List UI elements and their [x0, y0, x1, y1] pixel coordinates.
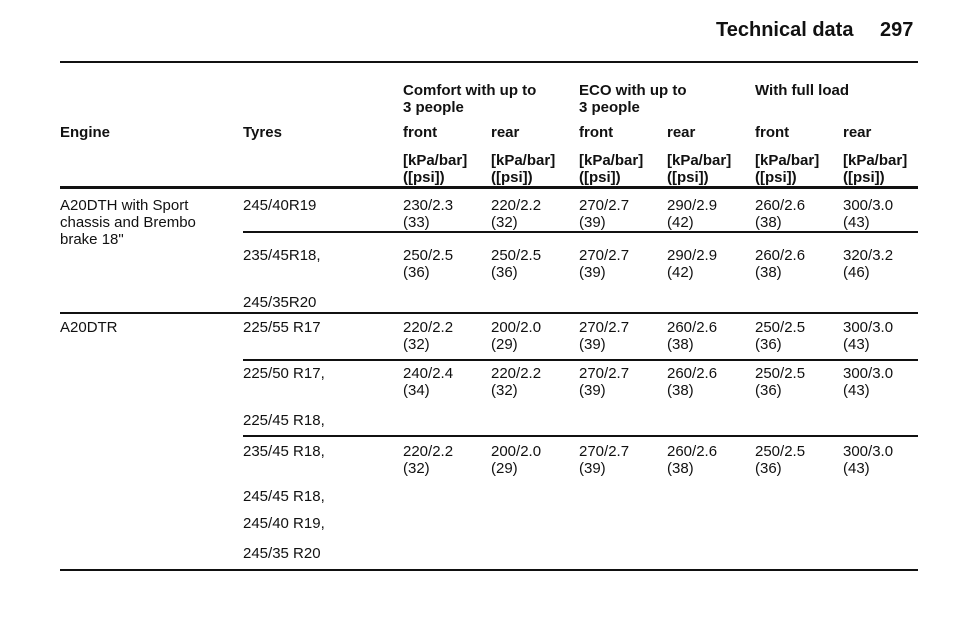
- column-header: front: [579, 124, 614, 141]
- engine-name: A20DTR: [60, 319, 118, 336]
- pressure-value: 300/3.0 (43): [843, 319, 894, 353]
- unit-header: [kPa/bar] ([psi]): [403, 152, 468, 186]
- pressure-value: 270/2.7 (39): [579, 365, 630, 399]
- group-header: With full load: [755, 82, 850, 99]
- pressure-value: 220/2.2 (32): [491, 365, 542, 399]
- tyre-size: 225/45 R18,: [243, 412, 325, 429]
- tyre-size: 245/35R20: [243, 294, 317, 311]
- pressure-value: 260/2.6 (38): [667, 319, 718, 353]
- unit-header: [kPa/bar] ([psi]): [755, 152, 820, 186]
- pressure-value: 260/2.6 (38): [755, 247, 806, 281]
- pressure-value: 200/2.0 (29): [491, 443, 542, 477]
- column-header: rear: [843, 124, 872, 141]
- unit-header: [kPa/bar] ([psi]): [843, 152, 908, 186]
- tyre-size: 235/45R18,: [243, 247, 321, 264]
- page-title: Technical data: [716, 19, 854, 41]
- tyre-size: 245/40R19: [243, 197, 317, 214]
- column-header: front: [403, 124, 438, 141]
- column-header: front: [755, 124, 790, 141]
- pressure-value: 270/2.7 (39): [579, 197, 630, 231]
- pressure-value: 250/2.5 (36): [755, 319, 806, 353]
- tyre-size: 245/40 R19,: [243, 515, 325, 532]
- pressure-value: 200/2.0 (29): [491, 319, 542, 353]
- pressure-value: 260/2.6 (38): [667, 443, 718, 477]
- column-header: Engine: [60, 124, 111, 141]
- rule: [60, 186, 918, 189]
- pressure-value: 250/2.5 (36): [755, 443, 806, 477]
- pressure-value: 260/2.6 (38): [755, 197, 806, 231]
- rule: [60, 312, 918, 314]
- pressure-value: 290/2.9 (42): [667, 247, 718, 281]
- group-header: ECO with up to 3 people: [579, 82, 687, 116]
- column-header: rear: [491, 124, 520, 141]
- pressure-value: 270/2.7 (39): [579, 319, 630, 353]
- rule: [243, 231, 918, 233]
- pressure-value: 220/2.2 (32): [403, 443, 454, 477]
- tyre-size: 225/55 R17: [243, 319, 321, 336]
- rule: [243, 359, 918, 361]
- pressure-value: 320/3.2 (46): [843, 247, 894, 281]
- pressure-value: 270/2.7 (39): [579, 443, 630, 477]
- tyre-size: 245/45 R18,: [243, 488, 325, 505]
- pressure-value: 290/2.9 (42): [667, 197, 718, 231]
- tyre-size: 225/50 R17,: [243, 365, 325, 382]
- unit-header: [kPa/bar] ([psi]): [491, 152, 556, 186]
- group-header: Comfort with up to 3 people: [403, 82, 537, 116]
- pressure-value: 300/3.0 (43): [843, 443, 894, 477]
- page-number: 297: [880, 19, 914, 41]
- pressure-value: 250/2.5 (36): [403, 247, 454, 281]
- engine-name: A20DTH with Sport chassis and Brembo bra…: [60, 197, 196, 248]
- column-header: Tyres: [243, 124, 282, 141]
- rule: [60, 569, 918, 571]
- pressure-value: 300/3.0 (43): [843, 197, 894, 231]
- pressure-value: 300/3.0 (43): [843, 365, 894, 399]
- rule: [243, 435, 918, 437]
- pressure-value: 230/2.3 (33): [403, 197, 454, 231]
- pressure-value: 220/2.2 (32): [403, 319, 454, 353]
- pressure-value: 250/2.5 (36): [755, 365, 806, 399]
- tyre-size: 245/35 R20: [243, 545, 321, 562]
- rule: [60, 61, 918, 63]
- pressure-value: 260/2.6 (38): [667, 365, 718, 399]
- pressure-value: 240/2.4 (34): [403, 365, 454, 399]
- unit-header: [kPa/bar] ([psi]): [579, 152, 644, 186]
- tyre-size: 235/45 R18,: [243, 443, 325, 460]
- pressure-value: 220/2.2 (32): [491, 197, 542, 231]
- unit-header: [kPa/bar] ([psi]): [667, 152, 732, 186]
- pressure-value: 270/2.7 (39): [579, 247, 630, 281]
- pressure-value: 250/2.5 (36): [491, 247, 542, 281]
- column-header: rear: [667, 124, 696, 141]
